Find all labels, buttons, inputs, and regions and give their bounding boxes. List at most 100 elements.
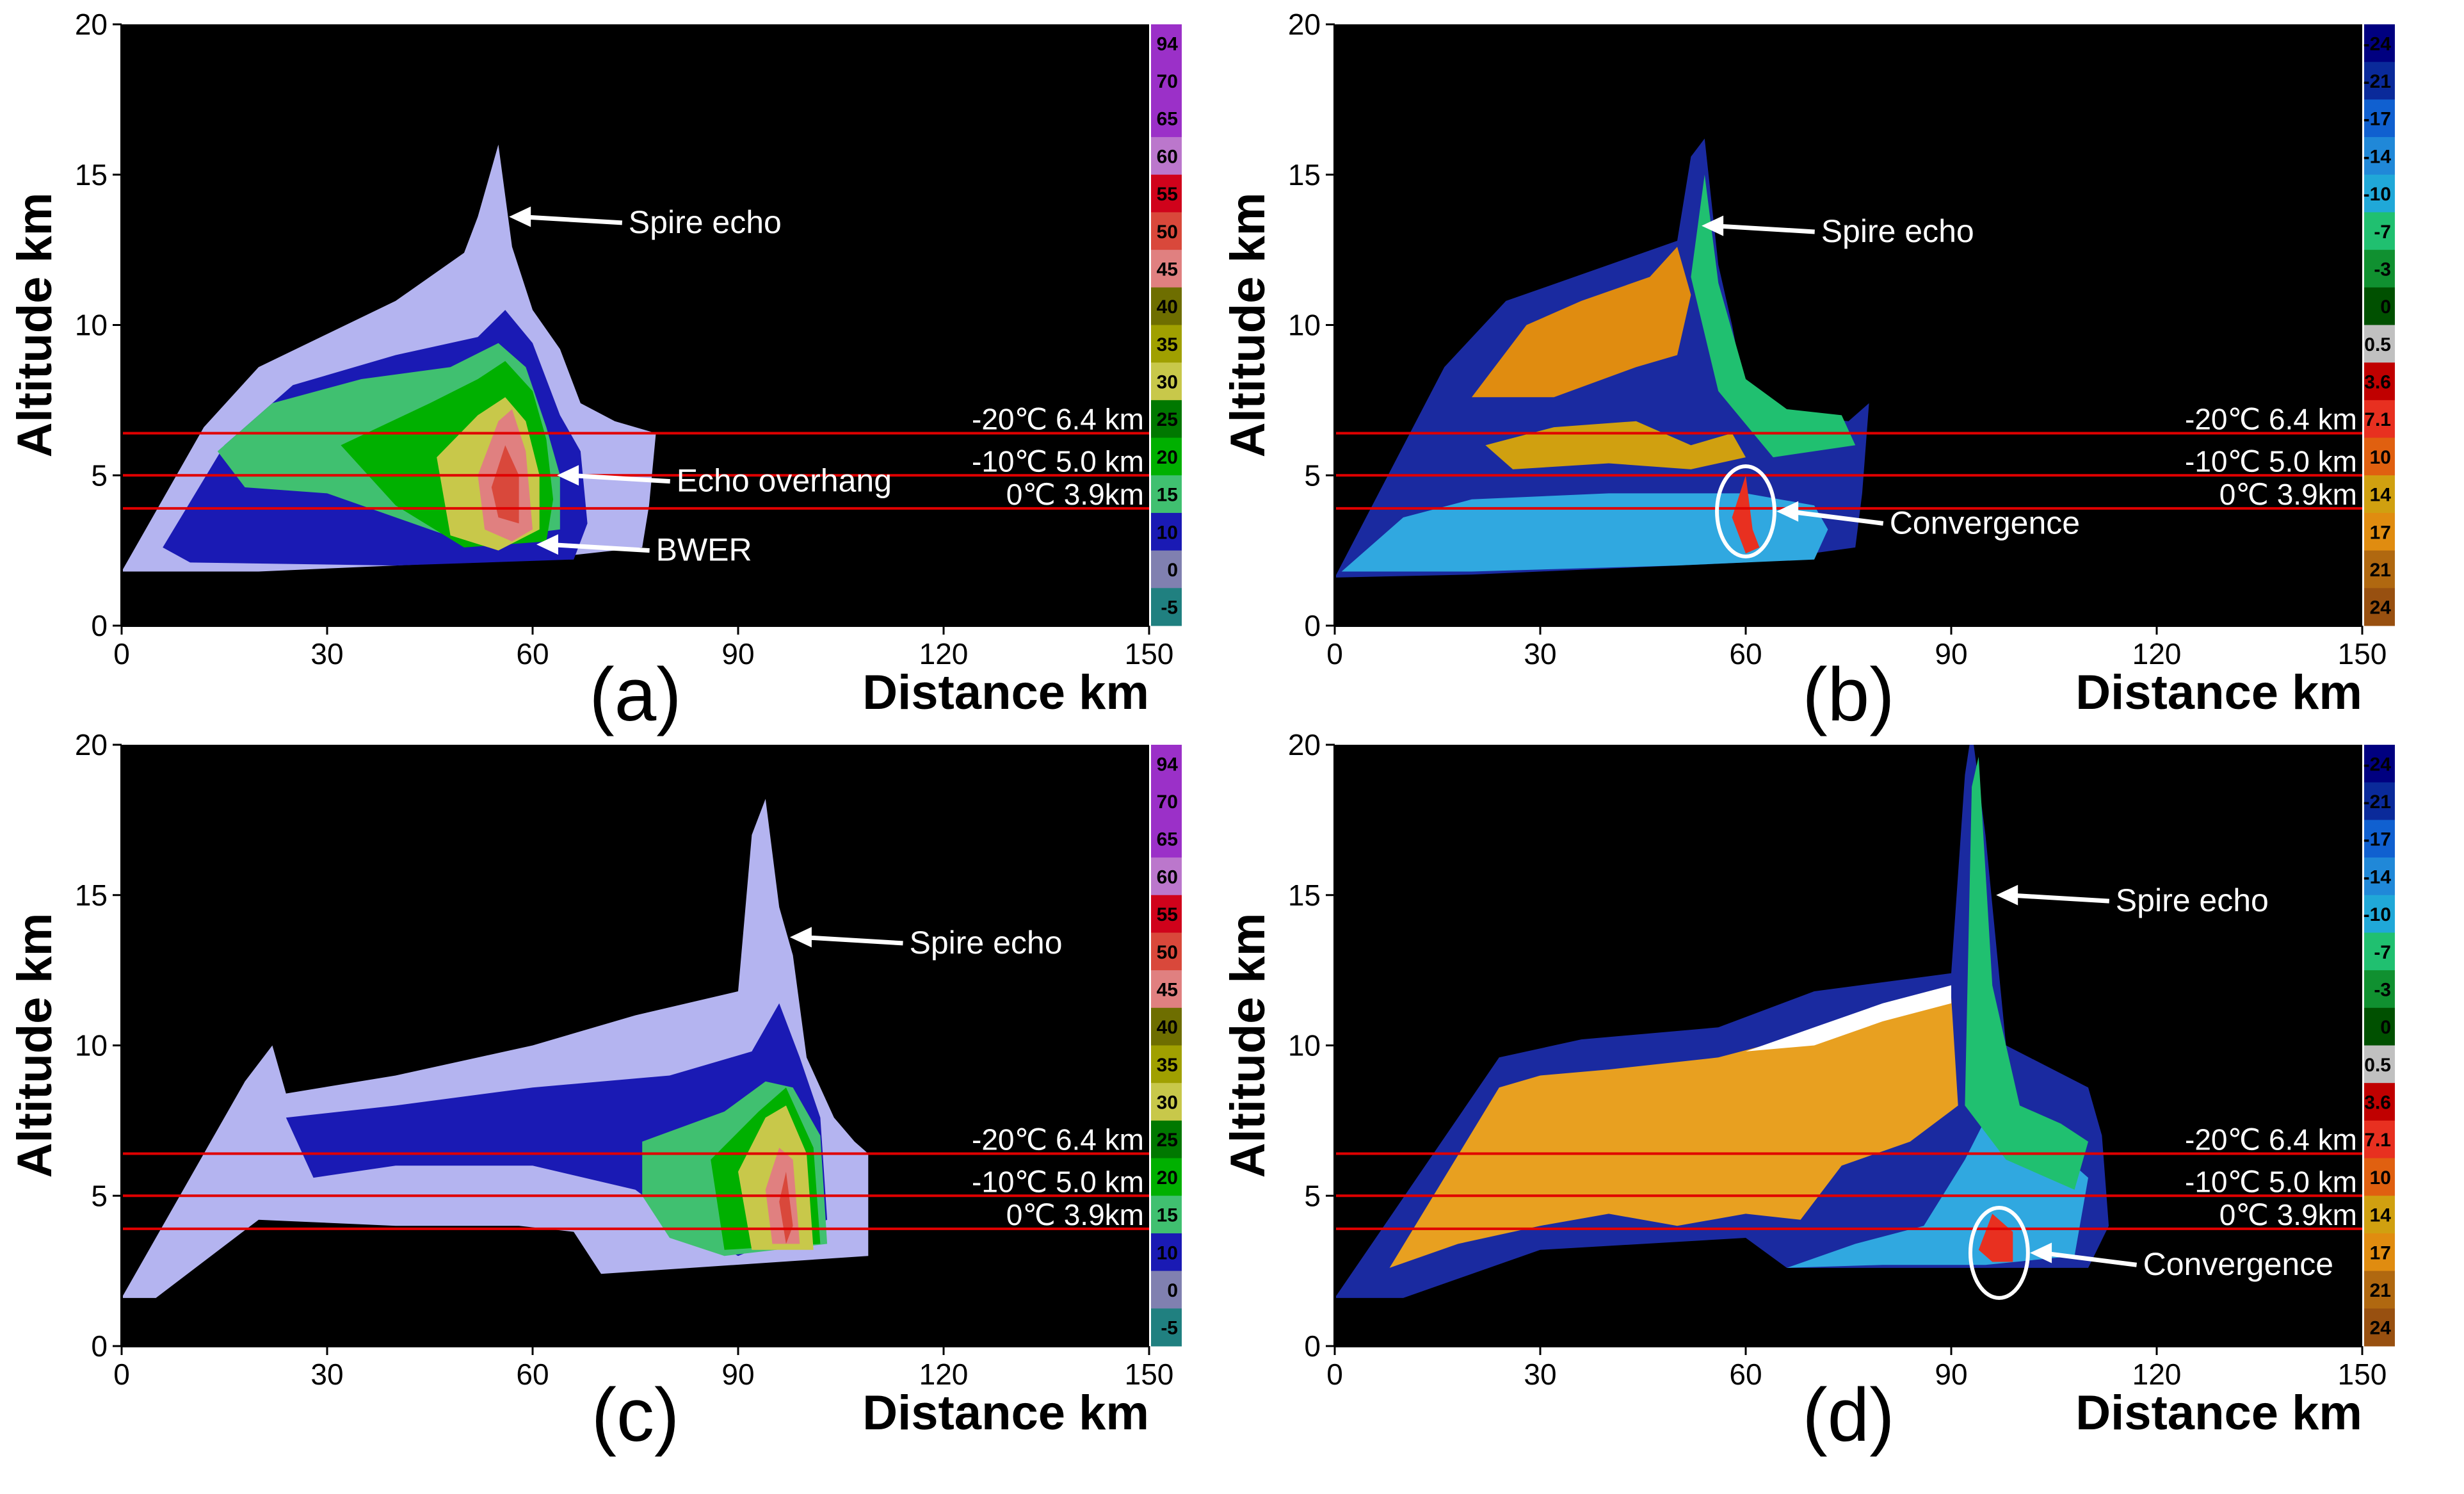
colorbar-label: 35 (1157, 334, 1178, 355)
colorbar-label: 3.6 (2364, 372, 2391, 393)
annotation-arrow-shaft (520, 214, 623, 225)
colorbar-label: 0 (2380, 296, 2391, 318)
panel-label: (a) (589, 653, 681, 737)
colorbar-label: 21 (2370, 1280, 2391, 1301)
y-tick-label: 10 (1288, 1029, 1321, 1062)
colorbar-swatch (1151, 1120, 1182, 1159)
colorbar-swatch (1151, 137, 1182, 175)
colorbar-label: -17 (2363, 829, 2391, 850)
x-tick-label: 120 (919, 637, 969, 670)
colorbar-label: -10 (2363, 184, 2391, 205)
y-tick-label: 20 (75, 8, 108, 41)
panel-label: (c) (592, 1373, 680, 1457)
colorbar-label: -14 (2363, 146, 2392, 167)
annotation-arrow-shaft (547, 542, 650, 553)
colorbar-label: 0 (1167, 560, 1178, 581)
x-axis-title: Distance km (862, 665, 1149, 720)
y-tick-label: 15 (75, 879, 108, 912)
x-tick-label: 60 (1729, 637, 1762, 670)
colorbar-swatch (2364, 24, 2395, 63)
colorbar-label: 65 (1157, 109, 1178, 130)
colorbar-swatch (2364, 212, 2395, 250)
y-tick-label: 15 (1288, 158, 1321, 191)
colorbar-swatch (1151, 512, 1182, 551)
isotherm-label-1: -10℃ 5.0 km (972, 444, 1144, 478)
colorbar-label: 17 (2370, 1242, 2391, 1263)
colorbar-label: -5 (1161, 1318, 1178, 1339)
panel-label: (b) (1802, 653, 1894, 737)
y-tick-label: 15 (75, 158, 108, 191)
colorbar-label: 50 (1157, 222, 1178, 243)
colorbar-swatch (2364, 250, 2395, 288)
annotation-label-0: Spire echo (910, 925, 1063, 961)
annotation-label-0: Spire echo (2116, 882, 2269, 918)
receding-flow-main (1389, 997, 1958, 1268)
isotherm-label-1: -10℃ 5.0 km (2185, 444, 2357, 478)
convergence-ellipse (1968, 1206, 2030, 1300)
x-tick-label: 120 (2132, 637, 2182, 670)
x-tick-label: 60 (516, 1358, 549, 1391)
x-tick-label: 150 (2338, 1358, 2387, 1391)
colorbar-label: -17 (2363, 109, 2391, 130)
colorbar-label: -5 (1161, 597, 1178, 619)
colorbar-label: 0 (1167, 1280, 1178, 1301)
annotation-label-2: BWER (656, 532, 752, 568)
annotation-label-1: Convergence (2143, 1246, 2333, 1282)
convergence-ellipse (1715, 464, 1776, 559)
x-tick-label: 120 (2132, 1358, 2182, 1391)
colorbar-label: 24 (2370, 1318, 2392, 1339)
colorbar-swatch (1151, 287, 1182, 325)
annotation-arrow-shaft (568, 473, 670, 484)
colorbar-swatch (2364, 820, 2395, 858)
panel-d: -20℃ 6.4 km -10℃ 5.0 km0℃ 3.9km 0 30 60 90 120… (1221, 728, 2395, 1457)
colorbar-swatch (2364, 1045, 2395, 1084)
colorbar-swatch (2364, 400, 2395, 439)
annotation-arrow-shaft (801, 934, 903, 946)
colorbar-label: -24 (2363, 33, 2392, 54)
annotation-arrow-shaft (1787, 509, 1884, 526)
colorbar-label: -21 (2363, 792, 2391, 813)
colorbar-label: 40 (1157, 296, 1178, 318)
colorbar-swatch (1151, 820, 1182, 858)
colorbar-label: 10 (1157, 1242, 1178, 1263)
colorbar-swatch (1151, 475, 1182, 514)
colorbar-swatch (2364, 512, 2395, 551)
colorbar-swatch (2364, 61, 2395, 100)
colorbar-label: 17 (2370, 522, 2391, 543)
colorbar-label: 21 (2370, 560, 2391, 581)
colorbar-swatch (1151, 550, 1182, 589)
colorbar-label: 14 (2370, 485, 2392, 506)
y-tick-label: 5 (1304, 459, 1321, 492)
echo-layer (1335, 745, 2109, 1298)
colorbar-swatch (2364, 1233, 2395, 1272)
y-tick-label: 5 (91, 1179, 108, 1212)
colorbar-swatch (2364, 1120, 2395, 1159)
x-axis-title: Distance km (2075, 1386, 2362, 1440)
x-tick-label: 30 (1524, 1358, 1556, 1391)
x-tick-label: 0 (1326, 1358, 1343, 1391)
colorbar-swatch (2364, 588, 2395, 626)
x-tick-label: 0 (113, 1358, 130, 1391)
colorbar-swatch (2364, 1196, 2395, 1234)
annotation-label-0: Spire echo (629, 204, 782, 240)
annotation-arrow-shaft (2007, 893, 2110, 904)
isotherm-label-2: 0℃ 3.9km (1006, 1198, 1144, 1231)
50dbz-core (779, 1171, 793, 1244)
y-axis-title: Altitude km (1221, 913, 1275, 1178)
colorbar-label: 15 (1157, 485, 1178, 506)
colorbar-swatch (1151, 1308, 1182, 1347)
colorbar-label: 20 (1157, 447, 1178, 468)
colorbar-label: 10 (1157, 522, 1178, 543)
colorbar-swatch (1151, 1007, 1182, 1046)
annotation-arrowhead (509, 206, 531, 227)
y-tick-label: 20 (1288, 8, 1321, 41)
x-axis-title: Distance km (862, 1386, 1149, 1440)
colorbar-label: 0.5 (2364, 1055, 2391, 1076)
colorbar-label: 0 (2380, 1017, 2391, 1038)
colorbar-swatch (1151, 362, 1182, 401)
colorbar-label: -24 (2363, 754, 2392, 775)
colorbar-label: 55 (1157, 184, 1178, 205)
receding-flow-upper (1472, 247, 1691, 398)
